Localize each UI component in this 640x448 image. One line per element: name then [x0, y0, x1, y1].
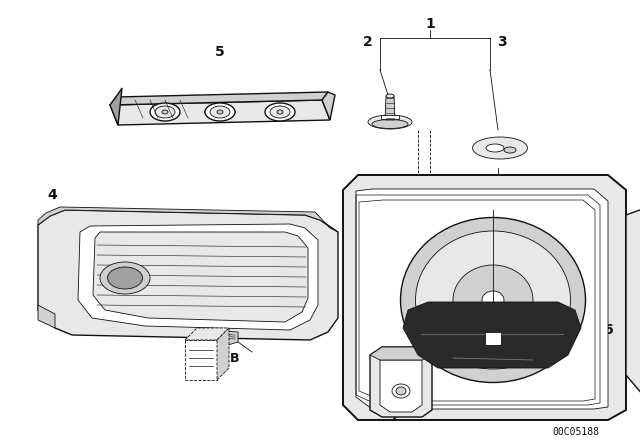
Ellipse shape: [108, 267, 143, 289]
Polygon shape: [78, 224, 318, 330]
Polygon shape: [185, 340, 217, 380]
Polygon shape: [370, 347, 432, 360]
Ellipse shape: [217, 110, 223, 114]
Ellipse shape: [372, 120, 408, 129]
Ellipse shape: [401, 217, 586, 383]
Ellipse shape: [210, 106, 230, 118]
Polygon shape: [381, 115, 399, 119]
Polygon shape: [356, 189, 608, 409]
Ellipse shape: [415, 231, 570, 369]
Polygon shape: [403, 302, 581, 368]
Polygon shape: [185, 328, 229, 340]
Ellipse shape: [100, 262, 150, 294]
Ellipse shape: [277, 110, 283, 114]
Text: 1: 1: [425, 17, 435, 31]
Polygon shape: [93, 232, 308, 322]
Text: 4: 4: [47, 188, 57, 202]
Polygon shape: [626, 207, 640, 395]
Polygon shape: [110, 100, 330, 125]
Ellipse shape: [453, 265, 533, 335]
Ellipse shape: [265, 103, 295, 121]
Text: B: B: [230, 352, 240, 365]
Ellipse shape: [482, 291, 504, 309]
Text: 7: 7: [390, 408, 400, 422]
Polygon shape: [110, 92, 328, 105]
Text: 6: 6: [603, 323, 613, 337]
Polygon shape: [385, 96, 395, 120]
Text: 3: 3: [497, 35, 507, 49]
Ellipse shape: [386, 94, 394, 98]
Ellipse shape: [155, 106, 175, 118]
Ellipse shape: [472, 137, 527, 159]
Ellipse shape: [162, 110, 168, 114]
Ellipse shape: [205, 103, 235, 121]
Text: 2: 2: [363, 35, 373, 49]
Polygon shape: [38, 305, 55, 328]
Polygon shape: [343, 175, 626, 420]
Text: 5: 5: [215, 45, 225, 59]
Text: 00C05188: 00C05188: [552, 427, 600, 437]
Polygon shape: [322, 92, 335, 120]
Polygon shape: [38, 207, 338, 232]
Polygon shape: [217, 328, 229, 380]
Polygon shape: [110, 88, 122, 125]
Polygon shape: [380, 360, 422, 412]
Ellipse shape: [392, 384, 410, 398]
Ellipse shape: [504, 147, 516, 153]
Ellipse shape: [270, 106, 290, 118]
Ellipse shape: [486, 144, 504, 152]
Ellipse shape: [368, 115, 412, 129]
Ellipse shape: [396, 387, 406, 395]
Polygon shape: [38, 210, 338, 340]
Ellipse shape: [150, 103, 180, 121]
Polygon shape: [370, 347, 432, 417]
Polygon shape: [210, 330, 238, 345]
Polygon shape: [485, 332, 501, 345]
